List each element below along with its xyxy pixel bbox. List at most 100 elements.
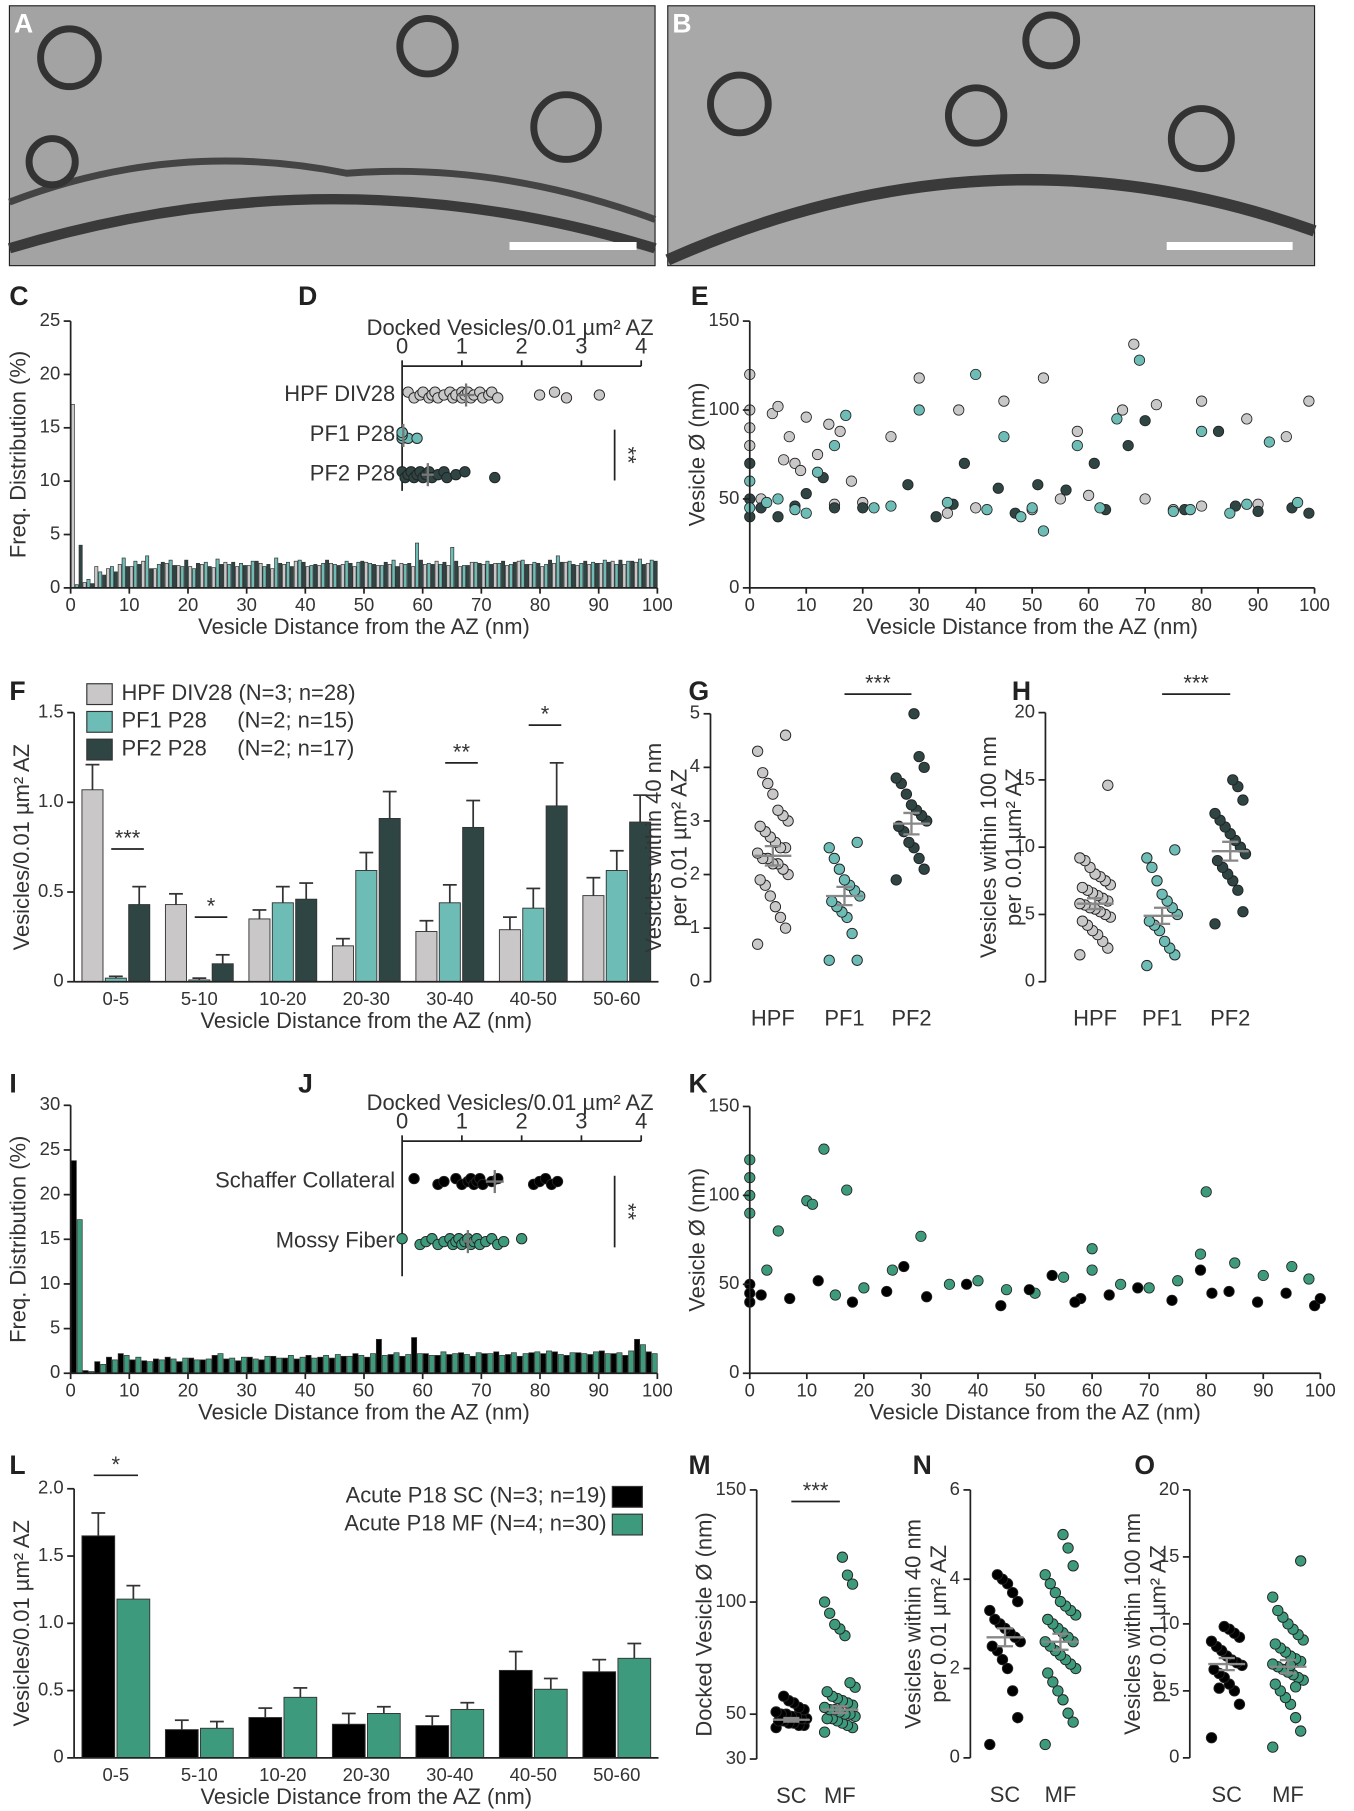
data-point [826,895,838,908]
x-tick-label: MF [1045,1782,1077,1807]
histogram-bar [422,564,427,589]
y-tick-label: 30 [726,1747,747,1768]
histogram-bar [563,1355,570,1374]
bar [331,945,354,983]
scatter-point [1195,425,1208,437]
histogram-bar [579,562,584,589]
y-tick-label: 6 [950,1478,960,1499]
vesicle [944,84,1008,147]
histogram-bar [241,1356,247,1374]
histogram-bar [497,562,502,589]
histogram-bar [156,564,161,589]
significance-label: * [541,702,550,727]
x-tick-label: 50 [1025,1380,1046,1401]
histogram-bar [106,1356,112,1374]
histogram-bar [598,1350,605,1374]
x-tick-label: 3 [575,1108,587,1133]
legend-swatch [86,683,113,706]
histogram-bar [360,560,365,589]
data-point [1289,1681,1302,1693]
histogram-bar [481,564,486,589]
histogram-bar [305,1355,312,1374]
scatter-point [915,1230,927,1242]
data-point [1267,1591,1279,1603]
histogram-bar [493,1351,500,1374]
histogram-bar [182,1357,189,1374]
data-point [1054,1595,1067,1608]
data-point [1237,794,1249,806]
histogram-bar [211,1355,218,1374]
histogram-bar [532,561,537,589]
scatter-point [761,496,773,509]
histogram-bar [321,562,326,589]
x-tick-label: 40-50 [510,988,557,1009]
y-tick-label: 15 [40,416,61,437]
scatter-point [823,418,835,430]
histogram-bar [649,559,654,589]
scatter-point [981,504,993,516]
x-tick-label: 1 [456,333,468,358]
panel-label: G [689,676,710,706]
x-tick-label: 60 [412,1380,433,1401]
histogram-bar [559,561,564,589]
x-tick-label: 20 [854,1380,875,1401]
scatter-point [1122,439,1134,452]
y-axis-label: Docked Vesicle Ø (nm) [692,1512,717,1736]
vesicle [530,91,602,163]
x-tick-label: 50 [354,594,375,615]
histogram-bar [546,1350,552,1374]
x-tick-label: 10 [797,1380,818,1401]
scatter-point [789,504,801,516]
panel-label: D [298,281,317,311]
data-point [908,708,920,720]
y-tick-label: 0 [53,1746,63,1767]
y-tick-label: 2.0 [38,1477,64,1498]
y-tick-label: 50 [719,1272,740,1293]
x-tick-label: 70 [471,1380,492,1401]
x-tick-label: 100 [1299,594,1330,615]
data-point [762,777,774,790]
histogram-bar [215,558,220,589]
scatter-point [1303,1273,1315,1285]
scatter-point [1251,1296,1264,1308]
histogram-bar [76,1219,83,1374]
histogram-bar [176,565,181,589]
x-tick-label: 40-50 [510,1764,557,1785]
panel-label: E [691,281,709,311]
histogram-bar [604,1353,611,1374]
histogram-bar [129,566,134,589]
histogram-bar [266,564,271,589]
y-tick-label: 0.5 [38,1678,64,1699]
scatter-point [898,1260,910,1273]
scatter-point [1015,511,1027,523]
panel-label: L [9,1450,25,1480]
histogram-bar [634,561,639,589]
data-point [1006,1586,1019,1599]
x-tick-label: 40 [968,1380,989,1401]
scatter-point [868,502,880,514]
bar [522,907,545,983]
bar [498,1669,533,1759]
histogram-bar [102,574,107,589]
data-point [986,1640,998,1652]
data-point [1218,1620,1230,1633]
histogram-bar [563,561,568,589]
y-tick-label: 1.5 [38,1544,64,1565]
scatter-point [1115,1278,1127,1290]
scatter-point [772,400,784,413]
histogram-bar [205,1358,212,1374]
x-tick-label: 4 [635,333,647,358]
bar [81,1535,116,1759]
histogram-bar [418,559,423,589]
x-tick-label: 70 [1139,1380,1160,1401]
scatter-point [778,454,790,466]
y-axis-label: Vesicles within 100 nm [1120,1513,1145,1735]
data-point [778,1690,790,1702]
y-tick-label: 25 [40,309,61,330]
y-tick-label: 0 [50,1361,60,1382]
y-axis-label: Vesicles within 40 nm [901,1519,926,1729]
scatter-point [1263,436,1275,448]
scatter-point [828,439,841,452]
data-point [1044,1578,1056,1590]
data-point [779,922,792,934]
